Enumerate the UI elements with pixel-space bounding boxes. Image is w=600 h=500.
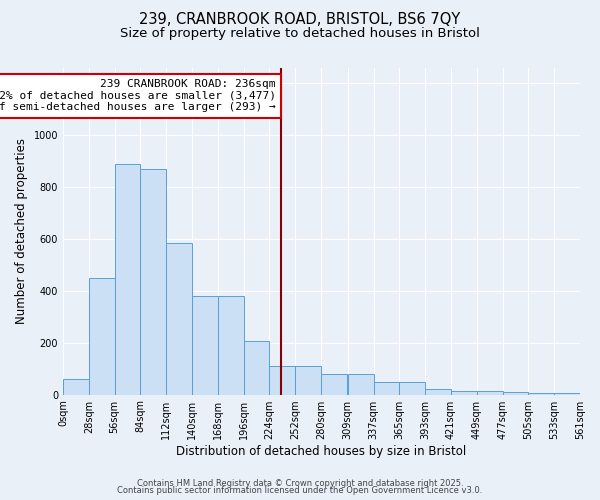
Bar: [192, 296, 218, 394]
Bar: [218, 296, 244, 394]
Bar: [166, 242, 192, 394]
Bar: [269, 366, 295, 394]
Text: Size of property relative to detached houses in Bristol: Size of property relative to detached ho…: [120, 28, 480, 40]
Bar: [140, 168, 166, 394]
Bar: [244, 342, 269, 394]
Bar: [63, 379, 89, 394]
Text: Contains HM Land Registry data © Crown copyright and database right 2025.: Contains HM Land Registry data © Crown c…: [137, 478, 463, 488]
Bar: [115, 164, 140, 394]
Bar: [348, 374, 374, 394]
Bar: [503, 392, 529, 394]
Bar: [425, 390, 451, 394]
X-axis label: Distribution of detached houses by size in Bristol: Distribution of detached houses by size …: [176, 444, 467, 458]
Bar: [477, 390, 503, 394]
Bar: [400, 382, 425, 394]
Bar: [321, 374, 347, 394]
Text: Contains public sector information licensed under the Open Government Licence v3: Contains public sector information licen…: [118, 486, 482, 495]
Bar: [451, 390, 477, 394]
Text: 239 CRANBROOK ROAD: 236sqm
← 92% of detached houses are smaller (3,477)
8% of se: 239 CRANBROOK ROAD: 236sqm ← 92% of deta…: [0, 79, 276, 112]
Bar: [295, 366, 321, 394]
Bar: [374, 382, 400, 394]
Text: 239, CRANBROOK ROAD, BRISTOL, BS6 7QY: 239, CRANBROOK ROAD, BRISTOL, BS6 7QY: [139, 12, 461, 28]
Y-axis label: Number of detached properties: Number of detached properties: [15, 138, 28, 324]
Bar: [89, 278, 115, 394]
